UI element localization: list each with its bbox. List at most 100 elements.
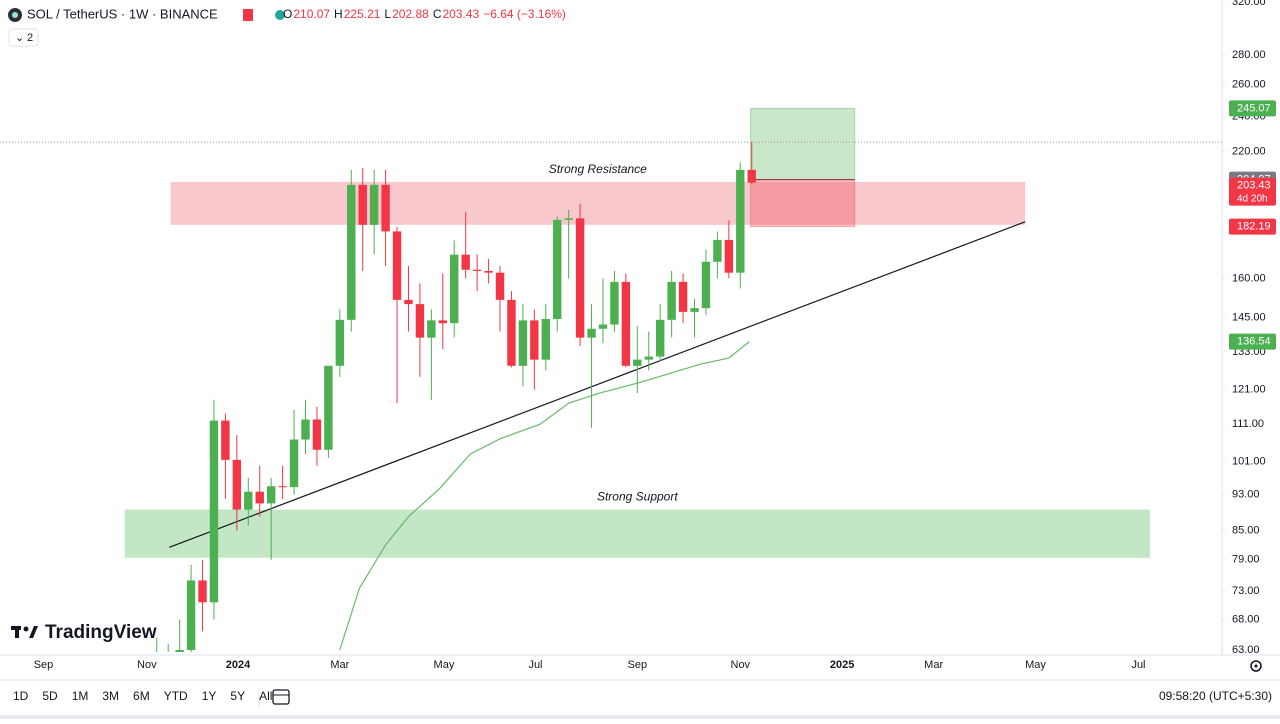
indicator-count: 2: [27, 32, 33, 44]
y-tick-label: 160.00: [1232, 272, 1266, 284]
candle-body: [713, 239, 722, 262]
candle-body: [186, 580, 196, 650]
x-tick-label: May: [1025, 659, 1046, 671]
candle-body: [495, 272, 505, 300]
candle-body: [198, 580, 207, 603]
target-zone: [750, 107, 856, 181]
y-tick-label: 145.00: [1232, 312, 1266, 324]
x-tick-label: Mar: [924, 659, 943, 671]
range-button[interactable]: 1M: [72, 689, 89, 703]
moving-average: [339, 341, 750, 651]
candle-body: [244, 491, 253, 510]
logo-text: TradingView: [45, 622, 157, 643]
candle-body: [541, 319, 550, 360]
ohlc-key: L: [384, 7, 391, 21]
y-tick-label: 63.00: [1232, 644, 1260, 656]
candle-body: [209, 420, 219, 603]
candle-body: [255, 491, 264, 504]
candle-body: [312, 419, 322, 450]
candle-body: [175, 650, 184, 652]
settings-icon[interactable]: [1250, 660, 1262, 672]
candle-body: [427, 320, 436, 338]
x-tick-label: Nov: [731, 659, 751, 671]
ohlc-value: 203.43: [442, 7, 479, 21]
candle-body: [575, 218, 585, 338]
candle-body: [438, 320, 448, 324]
candle-body: [518, 320, 528, 366]
candle-body: [553, 219, 562, 320]
candle-body: [564, 218, 573, 220]
candle-body: [633, 359, 642, 366]
x-tick-label: Sep: [628, 659, 648, 671]
candle-body: [736, 169, 745, 273]
ohlc-value: 202.88: [392, 7, 429, 21]
x-tick-label: Mar: [330, 659, 349, 671]
y-tick-label: 73.00: [1232, 585, 1260, 597]
candle-body: [415, 304, 425, 338]
x-tick-label: Nov: [137, 659, 157, 671]
y-tick-label: 101.00: [1232, 456, 1266, 468]
range-button[interactable]: 3M: [102, 689, 119, 703]
candle-body: [644, 356, 653, 360]
symbol-title: SOL / TetherUS · 1W · BINANCE: [27, 6, 218, 21]
x-tick-label: 2025: [830, 659, 854, 671]
candle-body: [324, 365, 333, 450]
candle-body: [358, 184, 367, 225]
ma-badge-label: 136.54: [1237, 336, 1271, 348]
zone: [124, 509, 1150, 558]
candle-body: [301, 419, 310, 440]
y-tick-label: 121.00: [1232, 384, 1266, 396]
zone-label: Strong Support: [597, 490, 678, 504]
range-button[interactable]: YTD: [164, 689, 188, 703]
y-tick-label: 280.00: [1232, 49, 1266, 61]
candle-body: [621, 281, 631, 366]
y-tick-label: 85.00: [1232, 524, 1260, 536]
candle-body: [289, 439, 299, 488]
last-price-badge: [1229, 177, 1276, 206]
ma-badge: [1229, 333, 1276, 350]
candle-body: [598, 324, 608, 329]
plot-area: Strong Resistance Strong Support: [0, 107, 1222, 652]
ohlc-key: C: [433, 7, 442, 21]
candle-body: [701, 261, 711, 309]
chevron: ⌄: [15, 32, 24, 44]
candle-body: [392, 231, 402, 300]
candle-body: [221, 420, 230, 460]
range-button[interactable]: 5Y: [230, 689, 245, 703]
candle-body: [472, 269, 482, 271]
range-button[interactable]: 1Y: [202, 689, 217, 703]
candle-body: [690, 308, 699, 312]
countdown: 4d 20h: [1237, 193, 1268, 204]
symbol-icon-inner: [12, 12, 18, 18]
candle-body: [507, 299, 516, 366]
stop-badge: [1229, 218, 1276, 235]
zone: [170, 181, 1026, 225]
logo-mark: [11, 626, 38, 638]
range-button[interactable]: 1D: [13, 689, 29, 703]
candle-body: [404, 299, 413, 305]
y-tick-label: 68.00: [1232, 613, 1260, 625]
candle-body: [678, 281, 688, 312]
ohlc-legend: O 210.07 H 225.21 L 202.88 C 203.43 −6.64 (−3.16…: [283, 7, 566, 21]
ohlc-value: 210.07: [293, 7, 330, 21]
candle-body: [450, 254, 459, 324]
range-button[interactable]: 5D: [42, 689, 58, 703]
indicator-toggle[interactable]: [8, 28, 39, 47]
flag-icon: [243, 9, 253, 21]
zone-label: Strong Resistance: [549, 162, 647, 176]
ohlc-key: H: [334, 7, 343, 21]
range-button[interactable]: All: [259, 689, 272, 703]
ohlc-key: O: [283, 7, 292, 21]
x-tick-label: Jul: [1131, 659, 1145, 671]
candle-body: [587, 328, 596, 338]
candle-body: [484, 270, 493, 273]
candle-body: [232, 459, 242, 510]
y-tick-label: 93.00: [1232, 489, 1260, 501]
y-tick-label: 220.00: [1232, 145, 1266, 157]
candle-body: [667, 281, 676, 320]
stop-badge-label: 182.19: [1237, 220, 1271, 232]
x-tick-label: Jul: [528, 659, 542, 671]
date-range-icon[interactable]: [272, 689, 290, 705]
ohlc-value: 225.21: [344, 7, 381, 21]
range-button[interactable]: 6M: [133, 689, 150, 703]
